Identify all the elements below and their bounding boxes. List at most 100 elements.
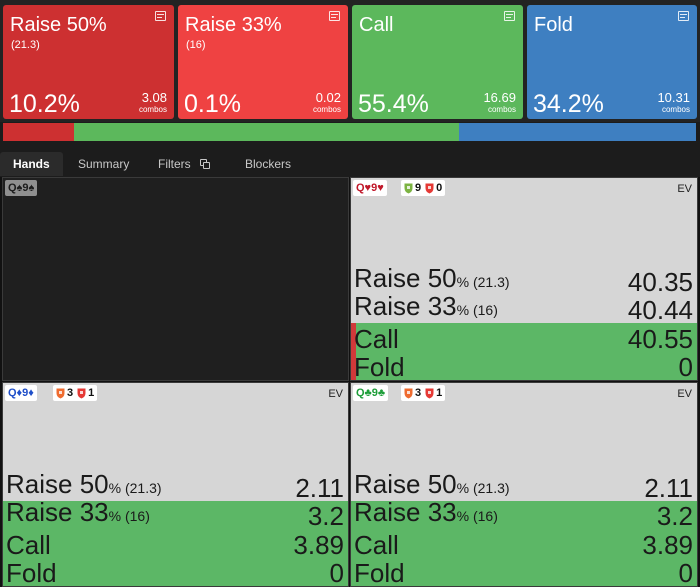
ev-row: Raise 33% (16) 40.44 <box>351 291 697 325</box>
tab-filters-label: Filters <box>158 157 191 171</box>
card-size: (16) <box>186 39 206 51</box>
ev-value: 40.35 <box>627 266 693 297</box>
tab-blockers[interactable]: Blockers <box>245 157 292 171</box>
ev-rows: Raise 50% (21.3) 2.11 Raise 33% (16) 3.2 Cal… <box>351 468 697 587</box>
blocker-count: 3 <box>67 387 74 399</box>
action-size: % (21.3) <box>456 479 510 496</box>
ev-row: Fold 0 <box>351 352 697 381</box>
ev-value: 40.55 <box>627 323 693 354</box>
strategy-segment <box>458 123 697 141</box>
action-name: Call <box>6 529 51 560</box>
card-call[interactable]: Call 55.4% 16.69 combos <box>352 5 523 119</box>
card-title: Raise 33% <box>185 14 282 36</box>
action-size: % (21.3) <box>456 273 510 290</box>
ev-row: Call 3.89 <box>351 529 697 560</box>
ev-value: 3.2 <box>656 501 693 531</box>
ev-row: Raise 33% (16) 3.2 <box>3 497 348 531</box>
card-combos: 16.69 combos <box>483 91 516 115</box>
card-title: Raise 50% <box>10 14 107 36</box>
ev-row: Raise 50% (21.3) 2.11 <box>351 468 697 503</box>
card-frequency: 34.2% <box>533 90 604 118</box>
ev-label: EV <box>677 183 692 195</box>
ev-row: Call 40.55 <box>351 323 697 354</box>
ev-row: Fold 0 <box>3 558 348 586</box>
combos-value: 16.69 <box>483 90 516 105</box>
hand-label: Q♦9♦ <box>5 385 37 401</box>
card-raise-33[interactable]: Raise 33% (16) 0.1% 0.02 combos <box>178 5 348 119</box>
combos-label: combos <box>487 105 516 114</box>
action-cards: Raise 50% (21.3) 10.2% 3.08 combos Raise … <box>0 0 700 122</box>
combos-label: combos <box>312 105 341 114</box>
ev-row: Raise 50% (21.3) 40.35 <box>351 262 697 297</box>
strategy-bar <box>3 123 697 141</box>
ev-rows: Raise 50% (21.3) 40.35 Raise 33% (16) 40.44… <box>351 262 697 381</box>
ev-value: 0 <box>678 352 693 381</box>
card-frequency: 55.4% <box>358 90 429 118</box>
blocker-count: 1 <box>436 387 443 399</box>
copy-icon <box>200 159 211 169</box>
menu-icon[interactable] <box>155 11 166 21</box>
shield-icon <box>425 388 434 399</box>
action-name: Fold <box>354 558 405 587</box>
hand-cell[interactable]: Q♦9♦ 3 1 EV Raise 50% (21.3) 2.11 Raise 33% (1… <box>2 382 349 587</box>
action-size: % (16) <box>108 508 150 524</box>
blocker-count: 9 <box>415 182 422 194</box>
card-fold[interactable]: Fold 34.2% 10.31 combos <box>527 5 697 119</box>
ev-row: Fold 0 <box>351 558 697 587</box>
menu-icon[interactable] <box>678 11 689 21</box>
menu-icon[interactable] <box>329 11 340 21</box>
strategy-segment <box>73 123 75 141</box>
card-raise-50[interactable]: Raise 50% (21.3) 10.2% 3.08 combos <box>3 5 174 119</box>
card-size: (21.3) <box>11 39 40 51</box>
tab-summary[interactable]: Summary <box>78 157 130 171</box>
action-name: Call <box>354 323 399 354</box>
action-name: Raise 50% (21.3) <box>6 468 162 499</box>
hand-cell[interactable]: Q♣9♣ 3 1 EV Raise 50% (21.3) 2.11 Raise 33% (1… <box>350 382 698 587</box>
shield-icon <box>77 388 86 399</box>
ev-value: 0 <box>678 558 693 587</box>
shield-icon <box>404 183 413 194</box>
call-frequency-fill <box>351 500 697 586</box>
combos-label: combos <box>661 105 690 114</box>
call-frequency-fill <box>3 500 348 586</box>
tab-hands[interactable]: Hands <box>0 152 63 176</box>
hand-label: Q♠9♠ <box>5 180 38 196</box>
shield-icon <box>425 183 434 194</box>
tab-bar: Hands Summary Filters Blockers <box>0 152 700 176</box>
card-frequency: 0.1% <box>184 90 241 118</box>
strategy-segment <box>3 123 74 141</box>
action-name: Raise 50% (21.3) <box>354 262 510 293</box>
combos-value: 10.31 <box>657 90 690 105</box>
blocker-count: 0 <box>436 182 443 194</box>
ev-value: 2.11 <box>295 472 344 503</box>
hand-grid: Q♠9♠ Q♥9♥ 9 0 EV Raise 50% (21.3) 40.35 Raise 3… <box>0 177 700 587</box>
action-name: Raise 50% (21.3) <box>354 468 510 499</box>
ev-row: Raise 33% (16) 3.2 <box>351 497 697 531</box>
card-combos: 0.02 combos <box>313 91 341 115</box>
ev-label: EV <box>677 388 692 400</box>
action-name: Raise 33% (16) <box>6 497 150 527</box>
shield-icon <box>404 388 413 399</box>
menu-icon[interactable] <box>504 11 515 21</box>
ev-value: 3.2 <box>307 501 344 531</box>
action-name: Raise 33% (16) <box>354 497 498 527</box>
combos-label: combos <box>138 105 167 114</box>
action-name: Fold <box>354 352 405 381</box>
tab-filters[interactable]: Filters <box>158 152 211 176</box>
action-name: Call <box>354 529 399 560</box>
card-combos: 3.08 combos <box>139 91 167 115</box>
ev-value: 3.89 <box>642 529 693 560</box>
ev-value: 2.11 <box>644 472 693 503</box>
ev-label: EV <box>328 388 343 400</box>
hand-cell[interactable]: Q♥9♥ 9 0 EV Raise 50% (21.3) 40.35 Raise 33% (… <box>350 177 698 381</box>
ev-rows: Raise 50% (21.3) 2.11 Raise 33% (16) 3.2 Cal… <box>3 468 348 587</box>
ev-row: Raise 50% (21.3) 2.11 <box>3 468 348 503</box>
action-size: % (16) <box>456 302 498 318</box>
ev-value: 40.44 <box>627 295 693 325</box>
strategy-segment <box>74 123 459 141</box>
hand-cell[interactable]: Q♠9♠ <box>2 177 349 381</box>
card-combos: 10.31 combos <box>657 91 690 115</box>
